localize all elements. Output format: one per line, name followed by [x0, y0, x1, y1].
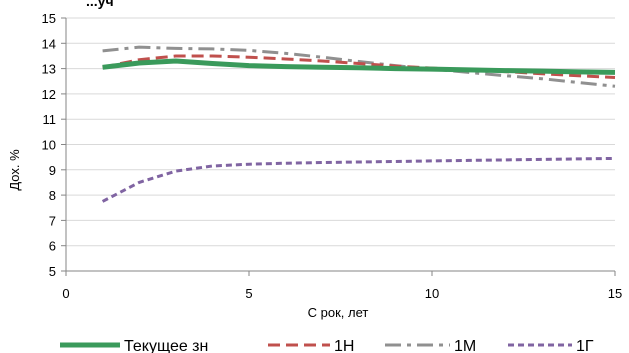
- y-tick-labels: 5 6 7 8 9 10 11 12 13 14 15: [42, 11, 56, 279]
- legend-label: 1М: [454, 338, 476, 353]
- y-tick-label: 13: [42, 62, 56, 77]
- legend-label: 1Г: [576, 338, 594, 353]
- x-tick-label: 10: [425, 286, 439, 301]
- y-tick-label: 10: [42, 138, 56, 153]
- x-tick-labels: 0 5 10 15: [62, 286, 622, 301]
- y-tick-label: 11: [43, 112, 57, 127]
- y-tick-label: 12: [42, 87, 56, 102]
- chart-title-partial: ...уч: [86, 0, 114, 9]
- y-tick-label: 6: [49, 239, 56, 254]
- legend-label: Текущее зн: [124, 338, 208, 353]
- y-tick-label: 14: [42, 36, 56, 51]
- legend-label: 1Н: [334, 338, 354, 353]
- x-tick-label: 5: [245, 286, 252, 301]
- y-tick-label: 7: [49, 213, 56, 228]
- axes: [61, 17, 616, 276]
- x-tick-label: 15: [608, 286, 622, 301]
- series-line-4: [101, 156, 616, 203]
- series-line-1: [102, 58, 616, 75]
- x-tick-label: 0: [62, 286, 69, 301]
- y-tick-label: 5: [49, 264, 56, 279]
- gridlines: [66, 17, 615, 247]
- y-axis-title: Дох. %: [7, 149, 22, 191]
- y-tick-label: 8: [49, 188, 56, 203]
- series-line-2: [102, 54, 616, 79]
- series-line-3: [102, 45, 616, 88]
- legend: Текущее зн 1Н 1М 1Г: [60, 338, 594, 353]
- x-axis-title: С рок, лет: [308, 305, 369, 320]
- series-lines: [101, 45, 616, 203]
- y-tick-label: 9: [49, 163, 56, 178]
- y-tick-label: 15: [42, 11, 56, 26]
